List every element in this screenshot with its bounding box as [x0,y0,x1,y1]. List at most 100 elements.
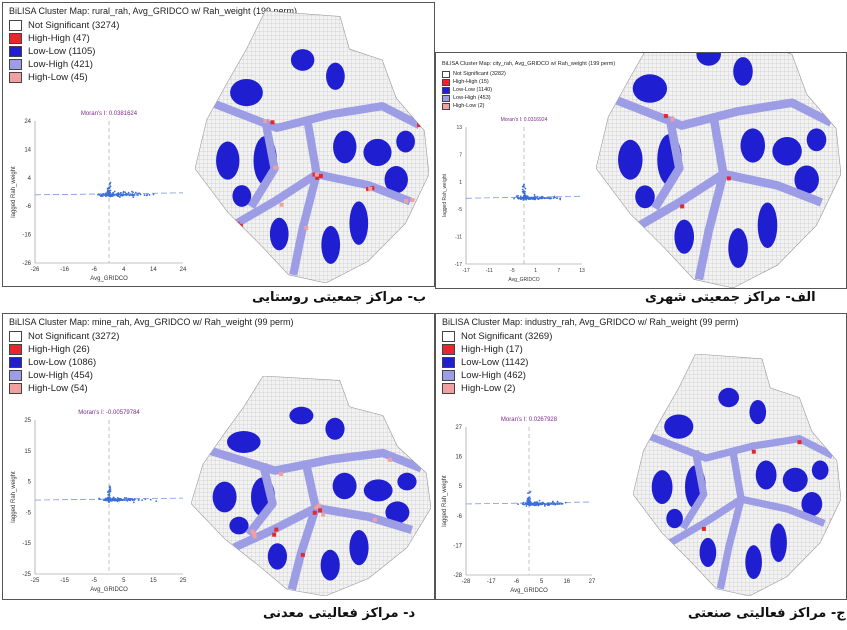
x-tick-label: 27 [589,579,596,585]
y-tick-label: 4 [28,176,32,182]
scatter-point [543,505,546,507]
scatter-point [515,195,518,198]
legend-item: Low-Low (1142) [442,356,552,369]
scatter-point [127,498,129,501]
scatter-point [108,486,111,489]
panel-industry: BiLISA Cluster Map: industry_rah, Avg_GR… [435,313,847,600]
scatter-point [536,197,539,200]
low-low-cluster [801,491,823,517]
y-tick-label: 24 [24,119,31,125]
scatter-point [125,497,128,500]
low-low-cluster [290,49,315,71]
scatter-point [550,502,553,505]
panel-rural: BiLISA Cluster Map: rural_rah, Avg_GRIDC… [2,2,435,287]
scatter-point [108,494,111,497]
scatter-point [109,181,112,184]
legend: Not Significant (3272) High-High (26) Low-… [9,330,119,395]
y-tick-label: 5 [459,484,463,490]
legend: Not Significant (3274) High-High (47) Low-… [9,19,119,84]
y-axis-label: lagged Rah_weight [442,173,448,216]
y-tick-label: -16 [22,233,31,239]
low-high-corridor [716,450,745,590]
scatter-point [127,193,130,196]
scatter-point [513,197,515,200]
low-high-corridor [694,116,728,281]
legend-item: High-Low (45) [9,71,119,84]
scatter-point [108,192,111,195]
scatter-point [556,502,558,505]
map-title: BiLISA Cluster Map: rural_rah, Avg_GRIDC… [9,6,297,16]
low-low-cluster [696,53,721,66]
y-tick-label: -17 [455,262,462,268]
legend: Not Significant (3282) High-High (15) Low-… [442,70,506,110]
scatter-point [526,497,529,500]
legend-item: High-High (15) [442,78,506,86]
low-low-cluster [385,501,410,524]
scatter-point [523,503,525,506]
scatter-point [133,499,136,501]
moran-label: Moran's I: 0.0267928 [501,417,558,423]
high-high-cell [238,223,243,228]
scatter-point [105,192,108,195]
legend-label: Low-High (421) [28,59,93,70]
high-high-cell [751,449,756,454]
map-title: BiLISA Cluster Map: city_rah, Avg_GRIDCO… [442,61,616,67]
legend-swatch [9,344,22,355]
scatter-point [528,491,531,494]
moran-label: Moran's I: -0.00579784 [78,410,140,416]
scatter-point [536,195,539,198]
scatter-point [556,197,559,200]
legend-label: Not Significant (3272) [28,331,120,342]
scatter-point [530,503,533,505]
legend-label: Low-Low (1086) [28,357,97,368]
scatter-point [116,500,119,503]
low-low-cluster [674,219,694,254]
legend-swatch [442,94,450,102]
high-low-cell [372,517,377,522]
scatter-point [529,501,532,503]
x-tick-label: -15 [60,578,69,584]
legend-item: High-High (47) [9,32,119,45]
low-low-cluster [320,549,340,581]
low-high-corridor [651,116,684,211]
y-tick-label: -5 [458,207,463,213]
x-tick-label: -6 [514,579,520,585]
low-high-corridor [205,96,422,133]
scatter-point [545,197,548,200]
scatter-point [524,190,526,193]
high-low-cell [368,186,373,191]
y-tick-label: 7 [459,152,462,158]
scatter-point [519,195,522,198]
legend-item: High-High (17) [442,343,552,356]
legend-item: High-Low (2) [442,382,552,395]
legend-swatch [9,20,22,31]
low-low-cluster [733,57,753,86]
scatter-point [550,197,552,200]
scatter-point [148,193,151,196]
scatter-point [109,490,112,493]
scatter-point [528,504,531,507]
cluster-map [596,53,841,288]
high-high-cell [300,552,305,557]
map-title: BiLISA Cluster Map: mine_rah, Avg_GRIDCO… [9,317,294,327]
legend-label: Low-High (454) [28,370,93,381]
caption-city: الف- مراکز جمعیتی شهری [645,290,816,305]
scatter-point [123,496,126,499]
high-low-cell [316,503,321,508]
x-tick-label: 5 [122,578,126,584]
scatter-point [533,198,536,201]
legend-swatch [9,370,22,381]
scatter-point [131,193,134,196]
caption-rural: ب- مراکز جمعیتی روستایی [252,290,427,305]
low-low-cluster [618,139,643,180]
scatter-point [108,189,111,192]
legend-label: High-Low (45) [28,72,88,83]
x-tick-label: -17 [462,268,469,274]
low-low-cluster [666,508,683,529]
legend-label: Low-High (453) [453,95,491,101]
x-tick-label: 15 [150,578,157,584]
low-high-corridor [606,93,834,130]
y-tick-label: -6 [457,514,463,520]
low-high-corridor [232,504,318,552]
scatter-point [107,189,109,191]
